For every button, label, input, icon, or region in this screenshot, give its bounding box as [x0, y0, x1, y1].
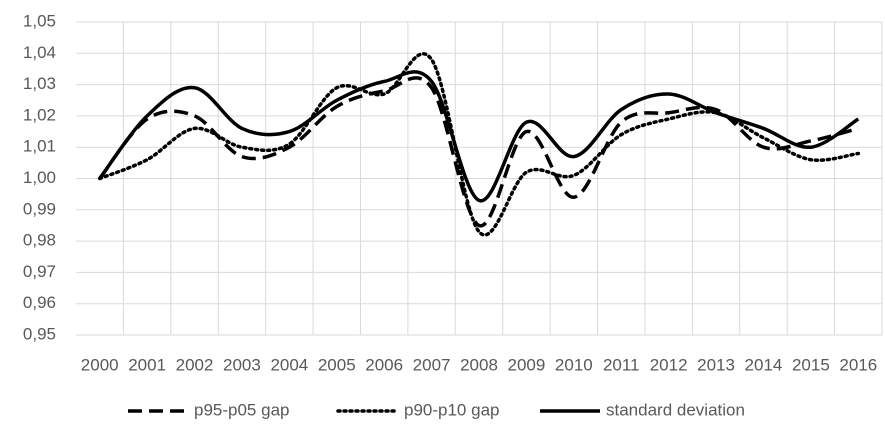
- x-tick-label: 2008: [460, 355, 498, 374]
- x-tick-label: 2002: [176, 355, 214, 374]
- y-tick-label: 0,97: [23, 262, 56, 281]
- x-tick-label: 2003: [223, 355, 261, 374]
- series-line: [98, 70, 860, 203]
- x-tick-label: 2009: [507, 355, 545, 374]
- legend-label: standard deviation: [606, 400, 745, 419]
- x-tick-label: 2005: [318, 355, 356, 374]
- y-tick-label: 0,95: [23, 324, 56, 343]
- x-tick-label: 2000: [81, 355, 119, 374]
- legend-label: p90-p10 gap: [404, 400, 499, 419]
- x-tick-label: 2004: [270, 355, 308, 374]
- x-tick-label: 2007: [413, 355, 451, 374]
- x-tick-label: 2012: [650, 355, 688, 374]
- x-tick-label: 2013: [697, 355, 735, 374]
- x-tick-label: 2010: [555, 355, 593, 374]
- x-tick-label: 2015: [792, 355, 830, 374]
- y-tick-label: 1,03: [23, 74, 56, 93]
- x-tick-label: 2016: [839, 355, 877, 374]
- y-tick-label: 0,98: [23, 231, 56, 250]
- x-tick-label: 2011: [603, 355, 640, 374]
- x-tick-label: 2014: [745, 355, 783, 374]
- y-tick-label: 1,02: [23, 105, 56, 124]
- series-line: [98, 76, 859, 228]
- y-tick-label: 0,96: [23, 293, 56, 312]
- series-line: [97, 52, 861, 237]
- y-tick-label: 1,00: [23, 168, 56, 187]
- x-tick-label: 2006: [365, 355, 403, 374]
- y-tick-label: 1,05: [23, 11, 56, 30]
- x-tick-label: 2001: [128, 355, 166, 374]
- y-tick-label: 1,01: [23, 137, 56, 156]
- y-tick-label: 1,04: [23, 43, 56, 62]
- y-tick-label: 0,99: [23, 199, 56, 218]
- legend-label: p95-p05 gap: [194, 400, 289, 419]
